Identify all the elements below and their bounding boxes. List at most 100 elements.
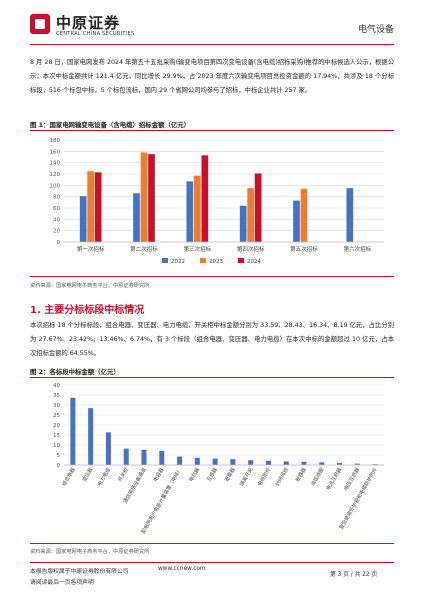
x-tick-label: 消弧线圈 — [309, 467, 325, 488]
bar-2022 — [293, 200, 300, 242]
figure-1-source: 资料来源：国家电网电子商务平台，中原证券研究所 — [30, 283, 150, 289]
bar-2022 — [79, 196, 87, 242]
x-tick-label: 第六次招标 — [344, 245, 372, 253]
x-tick-label: 第三次招标 — [184, 245, 212, 253]
figure-1-title: 图 1：国家电网输变电设备（含电缆）招标金额（亿元） — [30, 121, 191, 129]
x-tick-label: 组合电器 — [61, 467, 77, 488]
bar-2024 — [254, 173, 262, 242]
bar-2022 — [239, 205, 247, 242]
company-logo-icon — [30, 14, 50, 34]
figure-2-rule — [30, 377, 394, 378]
y-tick-label: 20 — [53, 229, 60, 235]
x-tick-label: 复合绝缘外护管和电缆防护附件 — [338, 467, 379, 531]
header-divider — [30, 44, 394, 45]
x-tick-label: 第一次招标 — [77, 245, 105, 253]
bar — [105, 432, 111, 465]
x-tick-label: 电力电缆 — [96, 467, 112, 488]
x-tick-label: 封闭母线 — [274, 467, 290, 488]
x-tick-label: 电缆附件 — [256, 467, 272, 488]
report-category: 电气设备 — [357, 25, 394, 35]
x-tick-label: 变压器 — [81, 467, 95, 484]
x-tick-label: 互感器 — [205, 467, 219, 484]
bar-2024 — [201, 155, 209, 242]
y-tick-label: 180 — [50, 138, 61, 144]
figure-1-rule — [30, 130, 394, 131]
x-tick-label: 断路器 — [294, 467, 308, 484]
x-tick-label: 电流互感器 — [325, 467, 344, 492]
bar-2024 — [148, 154, 155, 242]
bar — [212, 458, 218, 465]
y-tick-label: 80 — [53, 195, 60, 201]
bar-2022 — [346, 188, 354, 242]
figure-2-source: 资料来源：国家电网电子商务平台，中原证券研究所 — [30, 549, 150, 555]
legend-label: 2022 — [171, 259, 185, 265]
bar-2023 — [247, 188, 255, 242]
figure-2-bottom-rule — [30, 543, 394, 544]
y-tick-label: 160 — [50, 149, 61, 155]
bar — [301, 461, 307, 465]
bar-2023 — [300, 188, 308, 242]
bar — [70, 397, 76, 465]
legend-label: 2024 — [247, 259, 261, 265]
y-tick-label: 10 — [53, 443, 60, 449]
bar-2023 — [140, 152, 148, 242]
bar — [265, 460, 271, 465]
bar — [337, 463, 343, 465]
bar-2022 — [133, 193, 140, 242]
bar — [283, 461, 289, 465]
logo-text: 中原证券 — [56, 14, 121, 32]
x-tick-label: 第二次招标 — [130, 245, 158, 253]
y-tick-label: 40 — [53, 217, 60, 223]
x-tick-label: 电容器 — [152, 467, 166, 484]
footer-disclaimer: 请阅读最后一页各项声明 — [30, 580, 94, 586]
bar — [88, 408, 94, 465]
legend-swatch — [162, 258, 168, 263]
bar — [159, 451, 165, 465]
x-tick-label: 开关柜 — [116, 467, 130, 484]
y-tick-label: 15 — [53, 433, 60, 439]
logo-subtitle: CENTRAL CHINA SECURITIES — [56, 31, 135, 37]
bar-2023 — [87, 171, 95, 242]
page-number: 第 3 页 / 共 22 页 — [330, 572, 378, 578]
section-heading: 1. 主要分标标段中标情况 — [30, 305, 145, 316]
footer-divider — [30, 562, 394, 563]
y-tick-label: 60 — [53, 206, 60, 212]
x-tick-label: 电压互感器 — [342, 467, 361, 492]
bar — [123, 448, 129, 465]
footer-url[interactable]: www.ccnew.com — [158, 566, 206, 572]
bar — [230, 459, 236, 465]
y-tick-label: 5 — [57, 453, 61, 459]
y-tick-label: 30 — [53, 403, 60, 409]
y-tick-label: 0 — [57, 240, 61, 246]
y-tick-label: 20 — [53, 423, 60, 429]
intro-paragraph: 8 月 28 日，国家电网发布 2024 年第五十五批采购(输变电项目第四次变电… — [30, 59, 394, 94]
y-tick-label: 100 — [50, 183, 61, 189]
y-tick-label: 25 — [53, 413, 60, 419]
y-tick-label: 35 — [53, 393, 60, 399]
legend-swatch — [238, 258, 244, 263]
x-tick-label: 电抗器 — [187, 467, 201, 484]
section-paragraph: 本次招标 18 个分标标段，组合电器、变压器、电力电缆、开关柜中标金额分别为 3… — [30, 322, 394, 357]
figure-2-title: 图 2：各标段中标金额（亿元） — [30, 368, 120, 376]
bar — [177, 456, 183, 465]
y-tick-label: 0 — [57, 463, 61, 469]
figure-1-chart: 0 20 40 60 80 100 120 140 160 180 第一次招标 第二次招标 第三次招标 第… — [50, 138, 384, 265]
x-tick-label: 第五次招标 — [290, 245, 318, 253]
y-tick-label: 40 — [53, 383, 60, 389]
bar — [248, 460, 254, 465]
x-tick-label: 隔离开关 — [238, 467, 254, 488]
bar — [141, 449, 147, 465]
bar — [319, 462, 325, 465]
y-tick-label: 140 — [50, 161, 61, 167]
legend-label: 2023 — [209, 259, 223, 265]
figure-1-bottom-rule — [30, 276, 394, 277]
footer-copyright: 本报告版权属于中原证券股份有限公司 — [30, 569, 129, 575]
y-tick-label: 120 — [50, 172, 61, 178]
x-tick-label: 避雷器 — [223, 467, 237, 484]
bar — [194, 457, 200, 465]
bar-2023 — [193, 175, 201, 242]
legend-swatch — [200, 258, 206, 263]
bar — [354, 463, 360, 465]
bar-2022 — [186, 181, 194, 242]
